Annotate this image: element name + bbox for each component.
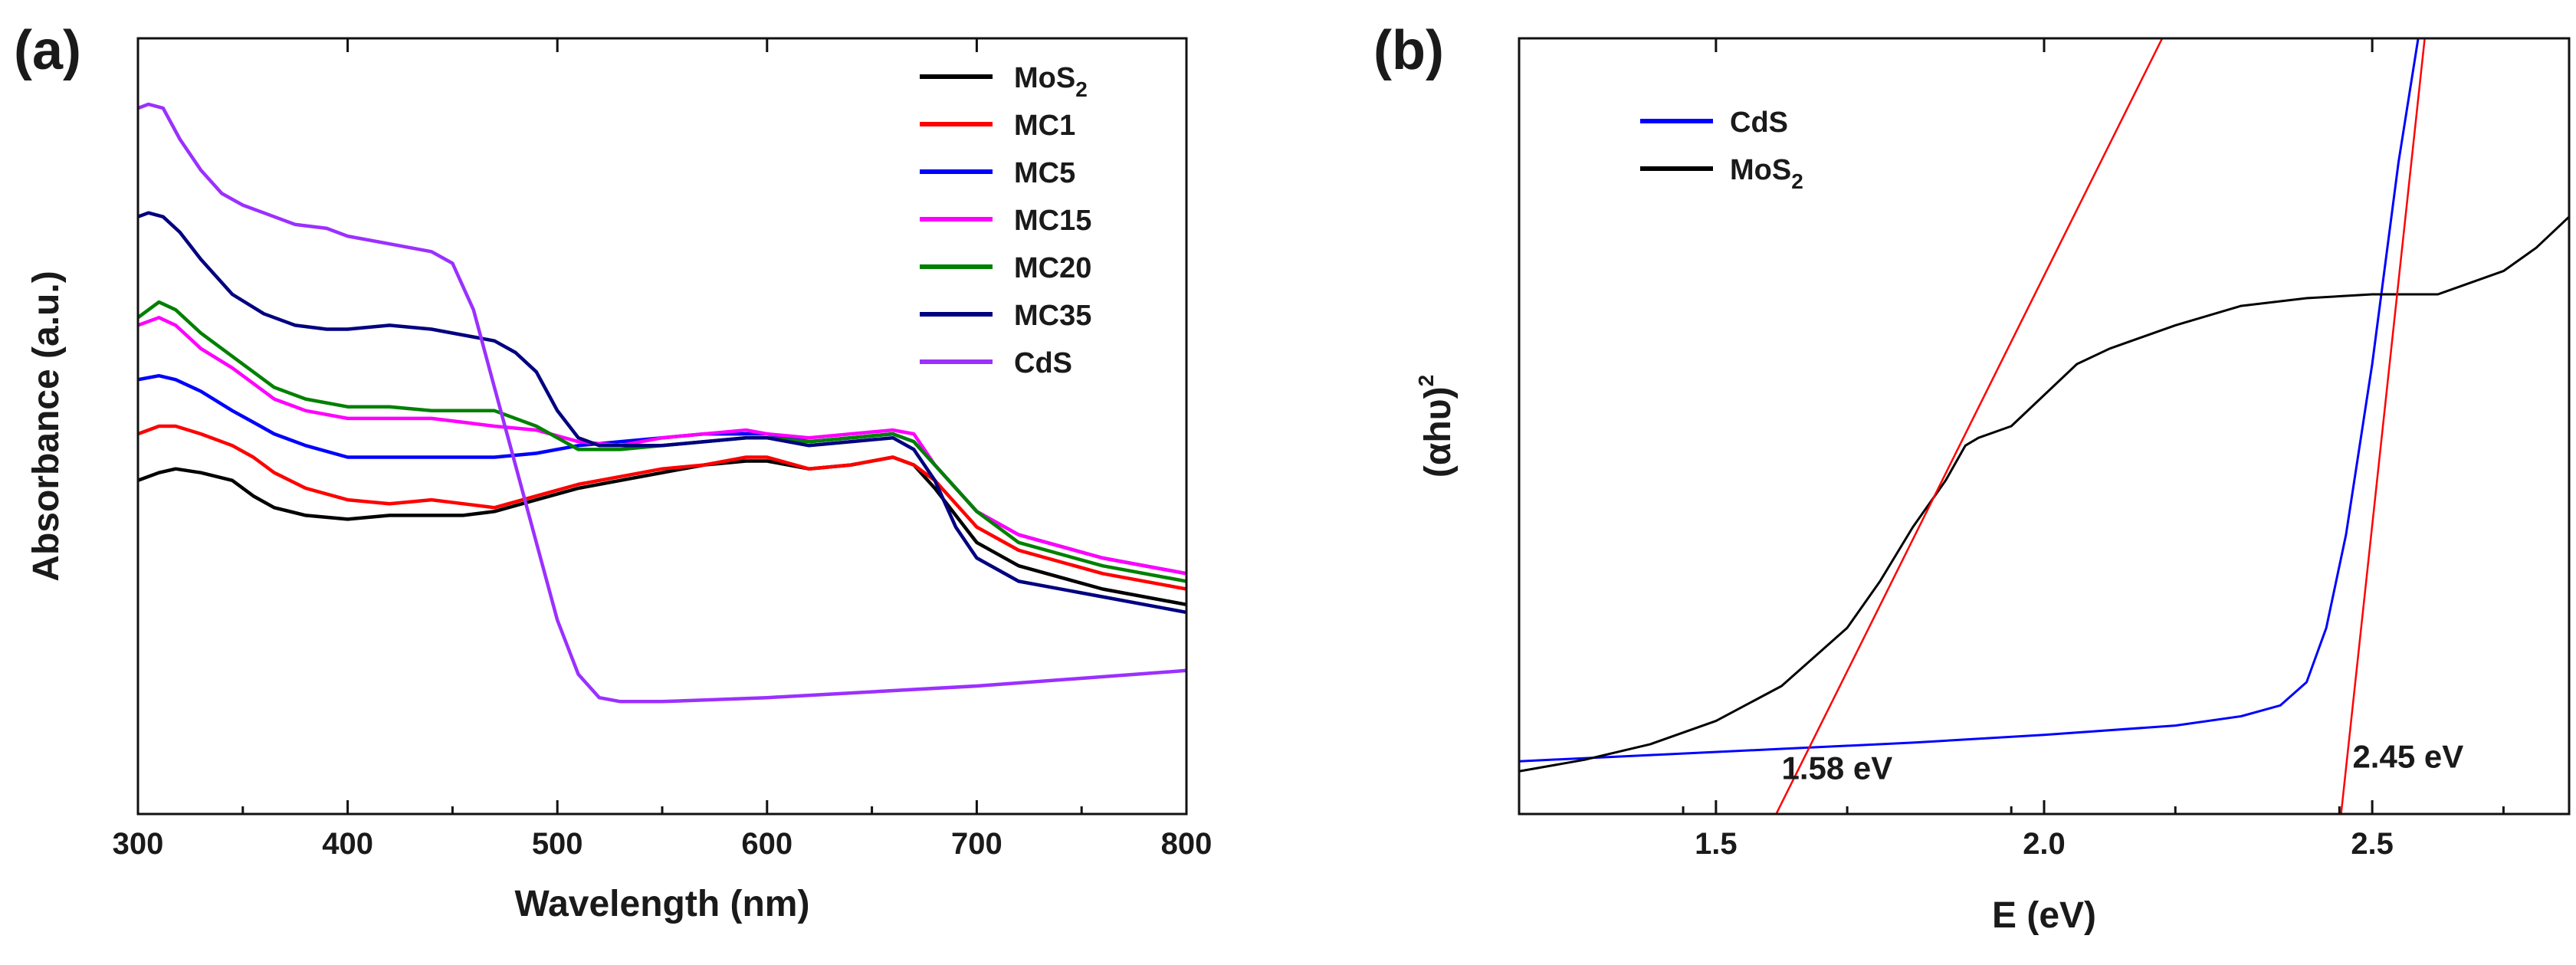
panel-a-x-tick-label-2: 500: [532, 827, 583, 861]
panel-a-legend-label-cds: CdS: [1014, 347, 1072, 379]
panel-b-legend-label-mos2: MoS2: [1730, 154, 1803, 193]
panel-a-legend-label-mc1: MC1: [1014, 110, 1075, 142]
panel-a-x-tick-label-1: 400: [322, 827, 373, 861]
panel-a-legend-label-mc20: MC20: [1014, 252, 1091, 284]
panel-b-x-axis-title: E (eV): [1992, 895, 2096, 936]
panel-a-x-ticks: 300 400 500 600 700 800: [113, 38, 1213, 861]
panel-b-label: (b): [1373, 20, 1444, 81]
panel-a-y-axis-title: Absorbance (a.u.): [26, 271, 67, 581]
panel-b-fit-mos2-label: 1.58 eV: [1782, 750, 1893, 786]
panel-a-series-cds: [138, 102, 1186, 704]
panel-b-x-tick-label-2: 2.5: [2351, 827, 2394, 861]
panel-a-plot-area: [138, 102, 1186, 704]
panel-b: (b) 1.5 2.0 2.5 E (eV) (αhυ)2 CdS MoS2 1.58…: [1373, 20, 2571, 936]
panel-b-x-tick-label-1: 2.0: [2023, 827, 2066, 861]
panel-a-series-mos2: [138, 455, 1186, 607]
panel-a-series-mc1: [138, 424, 1186, 591]
panel-b-plot-area: [1519, 38, 2569, 814]
panel-a-legend-label-mc35: MC35: [1014, 300, 1091, 332]
panel-a-x-tick-label-5: 800: [1161, 827, 1213, 861]
panel-b-fit-cds-line: [2340, 38, 2426, 814]
panel-b-series-mos2: [1519, 215, 2569, 773]
panel-a: (a) 300 400 500 600 700 800 Wavelength (nm) A…: [14, 20, 1212, 924]
panel-b-legend-label-cds: CdS: [1730, 107, 1788, 139]
panel-b-x-tick-label-0: 1.5: [1695, 827, 1738, 861]
panel-a-legend: MoS2 MC1 MC5 MC15 MC20 MC35 CdS: [920, 62, 1091, 379]
panel-a-axes-frame: [136, 37, 1188, 816]
panel-b-y-axis-title-sup: 2: [1414, 375, 1438, 387]
panel-b-y-axis-title-text: (αhυ): [1418, 386, 1459, 478]
panel-a-x-axis-title: Wavelength (nm): [515, 884, 810, 924]
panel-a-legend-label-mc15: MC15: [1014, 205, 1091, 237]
panel-a-series-mc15: [138, 316, 1186, 576]
panel-a-legend-label-mc5: MC5: [1014, 157, 1075, 189]
panel-b-x-ticks: 1.5 2.0 2.5: [1518, 38, 2505, 861]
panel-b-fit-mos2-line: [1775, 38, 2164, 814]
panel-b-y-axis-title: (αhυ)2: [1414, 375, 1459, 478]
panel-a-x-tick-label-0: 300: [113, 827, 164, 861]
panel-b-series-cds: [1519, 38, 2420, 763]
panel-a-legend-label-mos2: MoS2: [1014, 62, 1088, 101]
panel-b-annotations: 1.58 eV 2.45 eV: [1782, 738, 2464, 786]
panel-a-label: (a): [14, 20, 81, 81]
panel-b-fit-cds-label: 2.45 eV: [2352, 738, 2463, 774]
panel-b-legend: CdS MoS2: [1640, 107, 1803, 193]
panel-a-x-tick-label-3: 600: [741, 827, 792, 861]
panel-a-x-tick-label-4: 700: [951, 827, 1003, 861]
panel-a-series-mc20: [138, 300, 1186, 583]
panel-a-series-mc35: [138, 211, 1186, 615]
panel-b-y-axis-title-group: (αhυ)2: [1414, 375, 1459, 478]
